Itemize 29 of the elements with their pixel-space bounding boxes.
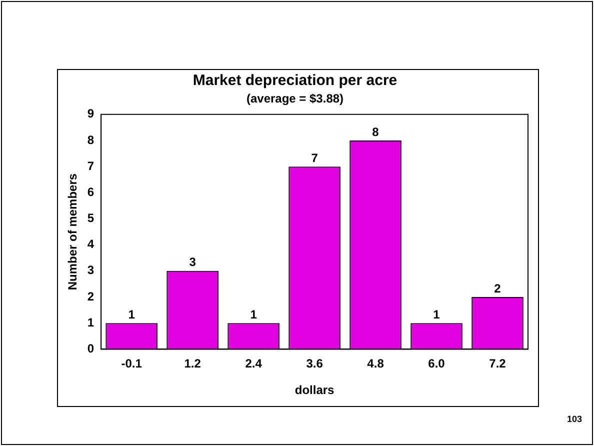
x-tick-label: 3.6 <box>306 356 324 371</box>
data-label: 7 <box>311 150 318 165</box>
x-tick-label: 2.4 <box>245 356 262 371</box>
chart-title: Market depreciation per acre <box>192 72 398 90</box>
y-tick-label: 3 <box>87 263 94 278</box>
x-tick-label: 6.0 <box>428 356 446 371</box>
y-tick-label: 1 <box>87 315 94 330</box>
chart-subtitle: (average = $3.88) <box>246 92 344 106</box>
y-tick-label: 8 <box>87 132 94 147</box>
y-tick-label: 7 <box>87 158 94 173</box>
y-tick-label: 5 <box>87 211 94 226</box>
y-tick-label: 6 <box>87 184 94 199</box>
data-label: 3 <box>189 255 196 270</box>
data-label: 1 <box>128 307 136 322</box>
y-tick-label: 2 <box>87 289 94 304</box>
x-tick-label: 7.2 <box>489 356 506 371</box>
y-tick-label: 0 <box>87 342 94 356</box>
x-tick-label: 4.8 <box>367 356 384 371</box>
data-label: 1 <box>433 307 440 322</box>
y-tick-label: 9 <box>87 106 94 121</box>
data-label: 1 <box>250 307 258 322</box>
y-tick-label: 4 <box>87 237 94 252</box>
data-label: 8 <box>372 124 380 139</box>
y-axis-title: Number of members <box>66 173 80 290</box>
text: 103 <box>566 414 582 424</box>
x-tick-label: 1.2 <box>184 356 202 371</box>
x-tick-label: -0.1 <box>121 356 142 371</box>
x-axis-title: dollars <box>294 383 335 398</box>
data-label: 2 <box>494 281 502 296</box>
